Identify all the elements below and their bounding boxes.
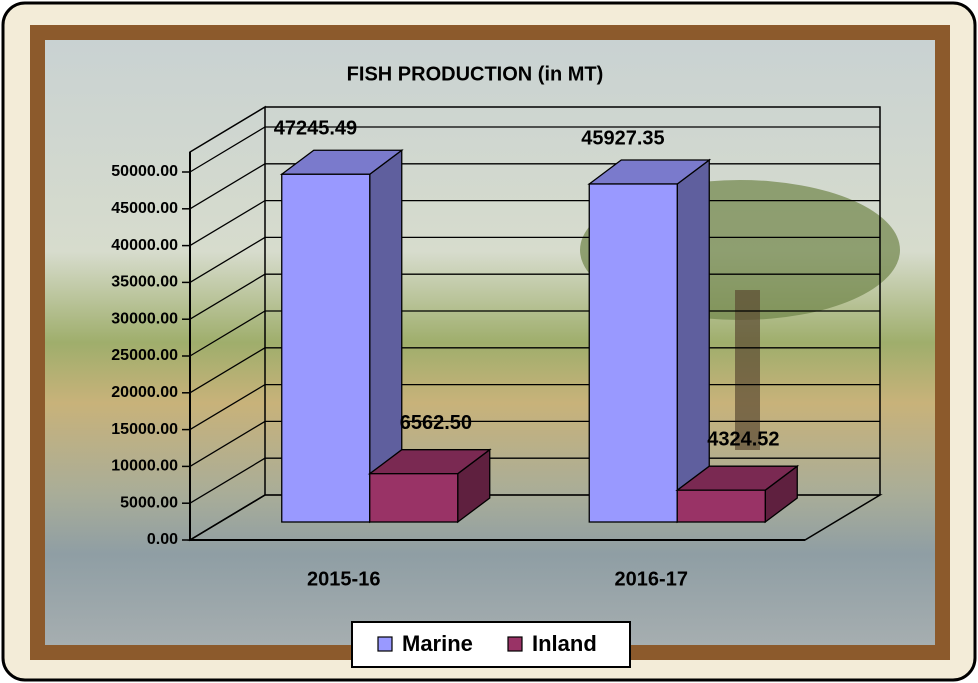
bar-side (676, 158, 710, 524)
legend-label: Marine (402, 631, 473, 656)
y-tick-label: 50000.00 (111, 163, 178, 180)
value-label: 47245.49 (274, 118, 357, 140)
value-label: 45927.35 (581, 127, 664, 149)
back-wall-edge (265, 106, 881, 495)
bar (369, 473, 459, 523)
y-tick-label: 15000.00 (111, 421, 178, 438)
y-tick-label: 0.00 (147, 531, 178, 548)
value-label: 4324.52 (707, 428, 779, 450)
tree-trunk (735, 290, 760, 450)
y-tick-label: 25000.00 (111, 347, 178, 364)
bar (676, 489, 766, 523)
value-label: 6562.50 (400, 412, 472, 434)
grid-line (189, 126, 880, 173)
legend (351, 621, 631, 668)
legend-label: Inland (532, 631, 597, 656)
chart-title: FISH PRODUCTION (in MT) (347, 63, 604, 85)
bar (588, 183, 678, 523)
y-tick-label: 10000.00 (111, 458, 178, 475)
plot: 0.00 5000.00 10000.00 15000.00 20000.00 25000… (111, 105, 883, 590)
y-tick-label: 30000.00 (111, 310, 178, 327)
y-tick-label: 45000.00 (111, 200, 178, 217)
legend-items: Marine Inland (377, 631, 597, 656)
y-tick-label: 35000.00 (111, 274, 178, 291)
x-tick-label: 2016-17 (615, 568, 688, 590)
y-tick-label: 40000.00 (111, 237, 178, 254)
painting (45, 40, 935, 645)
legend-swatch (507, 636, 523, 652)
y-tick-label: 20000.00 (111, 384, 178, 401)
x-tick-label: 2015-16 (307, 568, 380, 590)
bar (281, 173, 371, 523)
legend-swatch (377, 636, 393, 652)
y-tick-label: 5000.00 (120, 494, 178, 511)
